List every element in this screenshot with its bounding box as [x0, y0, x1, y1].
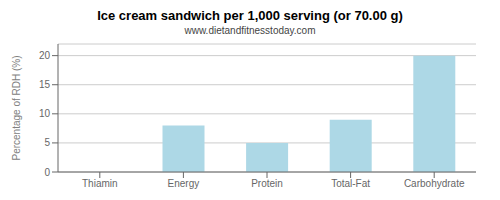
svg-text:Thiamin: Thiamin: [82, 178, 118, 189]
html-text:www.dietandfitnesstoday.com: www.dietandfitnesstoday.com: [184, 25, 316, 36]
html-text:Ice cream sandwich per 1,000 s: Ice cream sandwich per 1,000 serving (or…: [97, 8, 403, 23]
svg-text:Percentage of RDH (%): Percentage of RDH (%): [11, 55, 22, 160]
svg-text:Carbohydrate: Carbohydrate: [404, 178, 465, 189]
svg-text:Total-Fat: Total-Fat: [331, 178, 370, 189]
svg-text:15: 15: [39, 79, 51, 90]
svg-text:Energy: Energy: [168, 178, 200, 189]
svg-text:0: 0: [44, 167, 50, 178]
svg-text:5: 5: [44, 137, 50, 148]
svg-text:10: 10: [39, 108, 51, 119]
svg-text:20: 20: [39, 50, 51, 61]
svg-text:Protein: Protein: [251, 178, 283, 189]
